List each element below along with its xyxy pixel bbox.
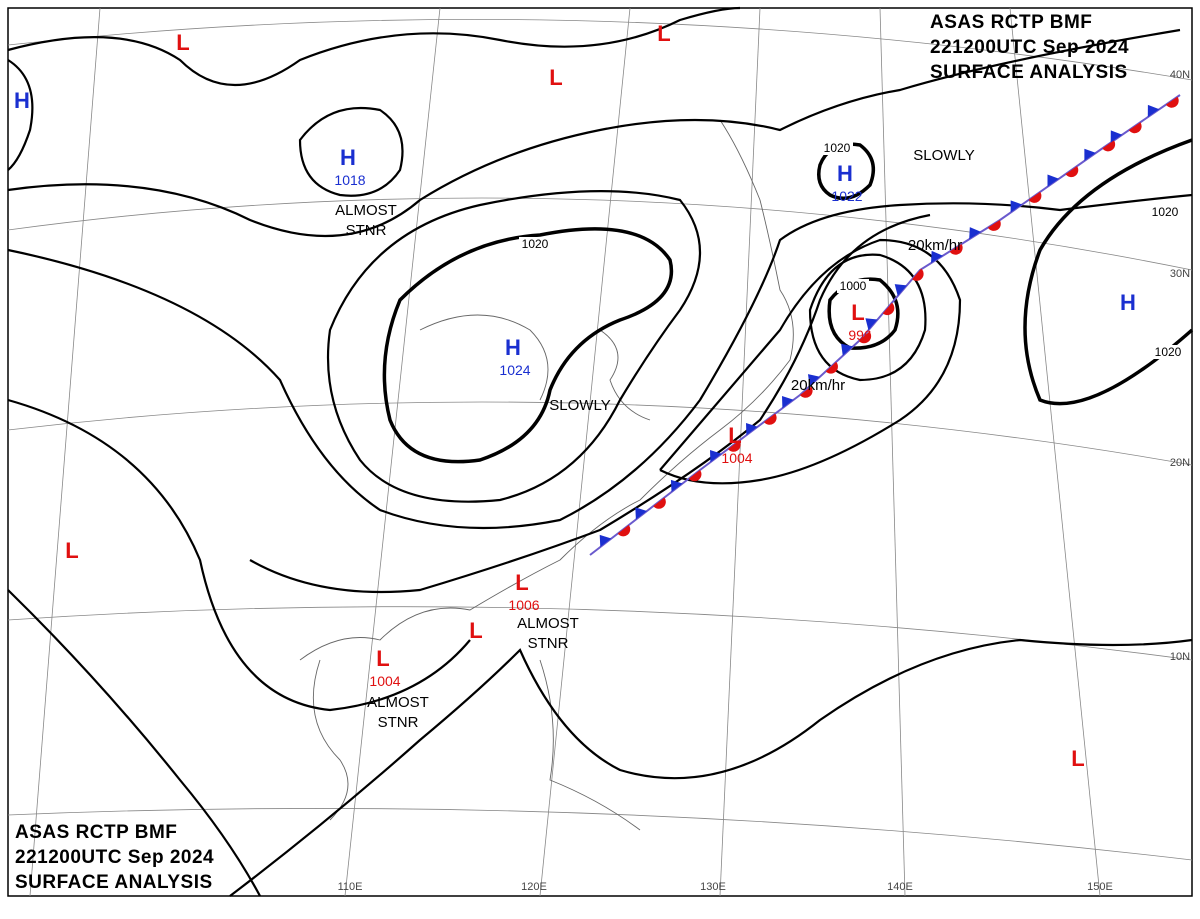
cold-front-triangle	[807, 374, 820, 387]
system-letter: L	[549, 65, 562, 90]
cold-front-triangle	[931, 250, 943, 264]
system-pressure: 1024	[499, 362, 530, 378]
header-line: 221200UTC Sep 2024	[15, 847, 214, 868]
annotation: 20km/hr	[908, 237, 962, 254]
cold-front-triangle	[1147, 104, 1160, 118]
cold-front-triangle	[894, 284, 907, 296]
annotation: ALMOST	[335, 202, 397, 219]
warm-front-semicircle	[728, 440, 741, 452]
warm-front-semicircle	[949, 244, 963, 255]
isobar-label: 1000	[840, 279, 867, 293]
warm-front-semicircle	[1128, 122, 1142, 134]
annotation: STNR	[378, 714, 419, 731]
isobar-label: 1020	[522, 237, 549, 251]
system-letter: H	[505, 335, 521, 360]
warm-front-semicircle	[1028, 191, 1042, 203]
coastlines	[299, 119, 794, 831]
system-letter: H	[340, 145, 356, 170]
annotation: ALMOST	[367, 694, 429, 711]
header-line: SURFACE ANALYSIS	[930, 62, 1128, 83]
warm-front-semicircle	[617, 525, 631, 537]
annotation: 20km/hr	[791, 377, 845, 394]
system-pressure: 1022	[831, 188, 862, 204]
system-letter: L	[728, 423, 741, 448]
cold-front-triangle	[1047, 174, 1059, 187]
latitude-label: 10N	[1170, 651, 1190, 663]
longitude-label: 120E	[521, 881, 547, 893]
warm-front-semicircle	[764, 413, 777, 425]
system-letter: H	[837, 161, 853, 186]
cold-front-triangle	[1010, 200, 1023, 213]
annotation: STNR	[346, 222, 387, 239]
system-pressure: 1004	[721, 450, 752, 466]
system-letter: H	[14, 88, 30, 113]
system-pressure: 1004	[369, 673, 400, 689]
warm-front-semicircle	[1102, 140, 1116, 152]
system-letter: L	[515, 570, 528, 595]
longitude-label: 110E	[338, 881, 363, 893]
latitude-label: 20N	[1170, 457, 1190, 469]
annotation: SLOWLY	[549, 397, 610, 414]
cold-front-triangle	[670, 479, 683, 493]
warm-front-semicircle	[688, 470, 702, 482]
front-symbols	[599, 96, 1179, 548]
cold-front-triangle	[969, 227, 982, 240]
annotation: ALMOST	[517, 615, 579, 632]
cold-front-triangle	[841, 343, 854, 356]
header-line: ASAS RCTP BMF	[15, 822, 177, 843]
cold-front-triangle	[865, 318, 878, 331]
isobars	[7, 6, 1194, 897]
isobar-label-bg	[821, 141, 853, 155]
system-letter: L	[176, 30, 189, 55]
isobar-label: 1020	[824, 141, 851, 155]
header-line: ASAS RCTP BMF	[930, 12, 1092, 33]
system-pressure: 996	[848, 327, 872, 343]
cold-front-triangle	[635, 507, 647, 520]
system-letter: L	[376, 646, 389, 671]
isobar-label-bg	[837, 279, 869, 293]
map-frame	[7, 7, 1193, 897]
system-letter: H	[1120, 290, 1136, 315]
warm-front-semicircle	[858, 331, 872, 344]
isobar-label: 1020	[1155, 345, 1182, 359]
header-line: 221200UTC Sep 2024	[930, 37, 1129, 58]
graticule	[7, 7, 1193, 897]
isobar-label-bg	[519, 237, 551, 251]
warm-front-semicircle	[1065, 166, 1079, 178]
latitude-label: 40N	[1170, 69, 1190, 81]
warm-front-semicircle	[912, 268, 924, 281]
isobar-label-bg	[1149, 205, 1181, 219]
longitude-label: 150E	[1087, 881, 1113, 893]
header-line: SURFACE ANALYSIS	[15, 872, 213, 893]
system-letter: L	[657, 21, 670, 46]
annotation: STNR	[528, 635, 569, 652]
isobar-label-bg	[1152, 345, 1184, 359]
cold-front-triangle	[746, 423, 758, 436]
longitude-label: 130E	[700, 881, 726, 893]
cold-front-triangle	[1110, 130, 1123, 143]
cold-front-triangle	[599, 534, 612, 548]
isobar-label: 1020	[1152, 205, 1179, 219]
warm-front-semicircle	[882, 302, 895, 316]
system-letter: L	[65, 538, 78, 563]
system-letter: L	[469, 618, 482, 643]
cold-front-triangle	[782, 396, 794, 409]
system-letter: L	[1071, 746, 1084, 771]
warm-front-semicircle	[800, 386, 813, 398]
warm-front-semicircle	[825, 361, 838, 374]
system-pressure: 1018	[334, 172, 365, 188]
cold-front-triangle	[710, 450, 722, 463]
labels: ASAS RCTP BMF 221200UTC Sep 2024 SURFACE A…	[14, 12, 1190, 893]
longitude-label: 140E	[887, 881, 913, 893]
cold-front-triangle	[1084, 148, 1096, 161]
warm-front-semicircle	[1165, 96, 1179, 108]
system-letter: L	[851, 300, 864, 325]
annotation: SLOWLY	[913, 147, 974, 164]
latitude-label: 30N	[1170, 268, 1190, 280]
system-pressure: 1006	[508, 597, 539, 613]
warm-front-semicircle	[653, 497, 666, 509]
front	[589, 94, 1181, 556]
warm-front-semicircle	[987, 220, 1001, 231]
